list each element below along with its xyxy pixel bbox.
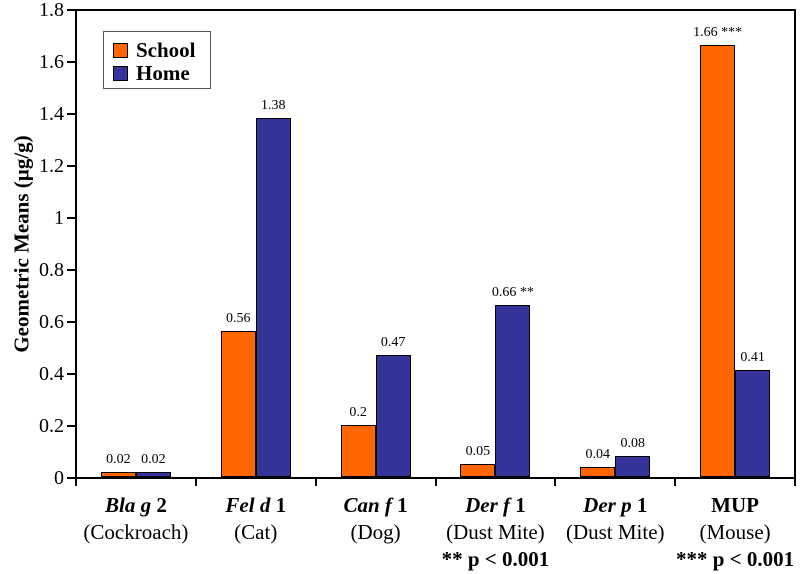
y-tick-label: 0.8 xyxy=(39,259,64,281)
y-tick-mark xyxy=(67,269,76,271)
x-tick-mark xyxy=(314,478,317,486)
y-tick-label: 0.6 xyxy=(39,311,64,333)
bar-value-label: 0.04 xyxy=(585,447,611,462)
bar-value-label: 0.66 ** xyxy=(491,285,534,300)
category-common-name: (Dust Mite) xyxy=(565,520,665,544)
bar-school xyxy=(340,425,376,477)
bar-value-label: 0.02 xyxy=(141,452,166,467)
bar-value-label: 0.47 xyxy=(380,335,406,350)
y-tick-label: 0.4 xyxy=(39,363,64,385)
category-sci-name: Bla g 2 xyxy=(104,493,167,517)
y-tick-label: 1 xyxy=(54,207,64,229)
y-tick-mark xyxy=(67,373,76,375)
y-tick-mark xyxy=(67,9,76,11)
legend-swatch-home xyxy=(113,66,128,81)
bar-value-label: 0.02 xyxy=(106,452,131,467)
y-tick-mark xyxy=(67,165,76,167)
category-common-name: (Cat) xyxy=(234,520,278,544)
x-tick-mark xyxy=(75,478,77,486)
bar-school xyxy=(580,467,616,477)
bar-home xyxy=(375,355,411,477)
bar-home xyxy=(615,456,651,477)
y-tick-label: 1.2 xyxy=(39,155,64,177)
x-tick-mark xyxy=(794,478,796,486)
y-tick-mark xyxy=(67,425,76,427)
bar-school xyxy=(220,331,256,477)
category-sci-name: Can f 1 xyxy=(343,493,408,517)
category-label: Der f 1 (Dust Mite) ** p < 0.001 xyxy=(442,492,550,573)
legend-label-home: Home xyxy=(136,61,190,85)
category-sci-name: MUP xyxy=(711,493,759,517)
bar-school xyxy=(460,464,496,477)
bar-school xyxy=(700,45,736,477)
bar-value-label: 0.41 xyxy=(740,350,765,365)
category-label: Der p 1 (Dust Mite) xyxy=(566,492,665,546)
x-tick-mark xyxy=(194,478,197,486)
category-sci-name: Fel d 1 xyxy=(225,493,287,517)
legend-label-school: School xyxy=(136,38,196,62)
y-tick-mark xyxy=(67,477,76,479)
category-common-name: (Dust Mite) xyxy=(446,520,545,544)
y-tick-label: 1.8 xyxy=(39,0,64,21)
y-tick-label: 1.4 xyxy=(39,103,64,125)
bar-value-label: 0.56 xyxy=(226,311,251,326)
y-tick-mark xyxy=(67,321,76,323)
category-common-name: (Dog) xyxy=(350,520,401,544)
bar-value-label: 1.38 xyxy=(261,98,286,113)
legend-swatch-school xyxy=(113,43,128,58)
bar-value-label: 0.05 xyxy=(465,444,491,459)
category-common-name: (Mouse) xyxy=(699,520,771,544)
x-tick-mark xyxy=(434,478,437,486)
legend: School Home xyxy=(103,31,211,89)
y-tick-mark xyxy=(67,217,76,219)
bar-home xyxy=(135,472,171,477)
bar-home xyxy=(255,118,291,477)
legend-row-school: School xyxy=(113,39,210,62)
x-tick-mark xyxy=(674,478,677,486)
y-tick-mark xyxy=(67,61,76,63)
category-label: MUP (Mouse) *** p < 0.001 xyxy=(676,492,794,573)
category-significance-note: ** p < 0.001 xyxy=(441,547,550,571)
category-label: Fel d 1 (Cat) xyxy=(225,492,286,546)
category-sci-name: Der f 1 xyxy=(465,493,526,517)
bar-home xyxy=(495,305,531,477)
y-tick-label: 1.6 xyxy=(39,51,64,73)
y-tick-label: 0.2 xyxy=(39,415,64,437)
y-tick-mark xyxy=(67,113,76,115)
bar-value-label: 1.66 *** xyxy=(693,25,743,40)
category-sci-name: Der p 1 xyxy=(583,493,648,517)
x-tick-mark xyxy=(554,478,557,486)
bar-value-label: 0.2 xyxy=(349,405,367,420)
category-common-name: (Cockroach) xyxy=(83,520,189,544)
bar-value-label: 0.08 xyxy=(620,436,646,451)
bar-home xyxy=(735,370,771,477)
legend-row-home: Home xyxy=(113,62,210,85)
category-label: Can f 1 (Dog) xyxy=(343,492,407,546)
category-label: Bla g 2 (Cockroach) xyxy=(83,492,188,546)
y-tick-label: 0 xyxy=(54,467,64,489)
category-significance-note: *** p < 0.001 xyxy=(676,547,795,571)
bar-school xyxy=(100,472,136,477)
